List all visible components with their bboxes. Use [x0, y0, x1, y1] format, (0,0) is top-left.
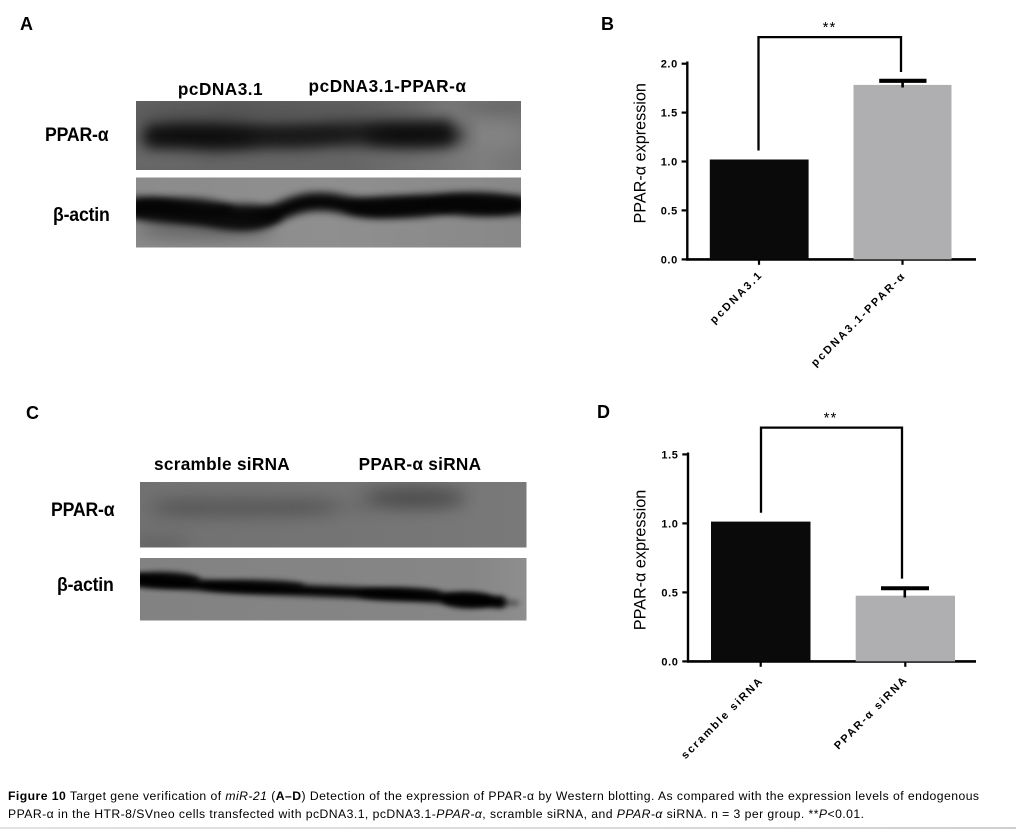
svg-text:0.5: 0.5: [661, 587, 678, 599]
svg-text:0.0: 0.0: [661, 656, 678, 668]
svg-text:1.0: 1.0: [661, 518, 678, 530]
svg-text:scramble siRNA: scramble siRNA: [679, 675, 766, 762]
svg-text:pcDNA3.1-PPAR-α: pcDNA3.1-PPAR-α: [809, 270, 909, 370]
svg-text:2.0: 2.0: [661, 59, 678, 71]
svg-text:0.0: 0.0: [661, 254, 678, 266]
svg-text:**: **: [823, 19, 837, 36]
svg-text:1.5: 1.5: [661, 108, 678, 120]
svg-text:pcDNA3.1: pcDNA3.1: [708, 269, 766, 327]
svg-text:PPAR-α siRNA: PPAR-α siRNA: [832, 674, 911, 753]
svg-text:PPAR-α expression: PPAR-α expression: [632, 83, 650, 223]
svg-text:1.0: 1.0: [661, 157, 678, 169]
svg-text:0.5: 0.5: [661, 205, 678, 217]
svg-text:1.5: 1.5: [661, 449, 678, 461]
svg-text:**: **: [824, 410, 838, 427]
svg-text:PPAR-α expression: PPAR-α expression: [632, 490, 650, 630]
